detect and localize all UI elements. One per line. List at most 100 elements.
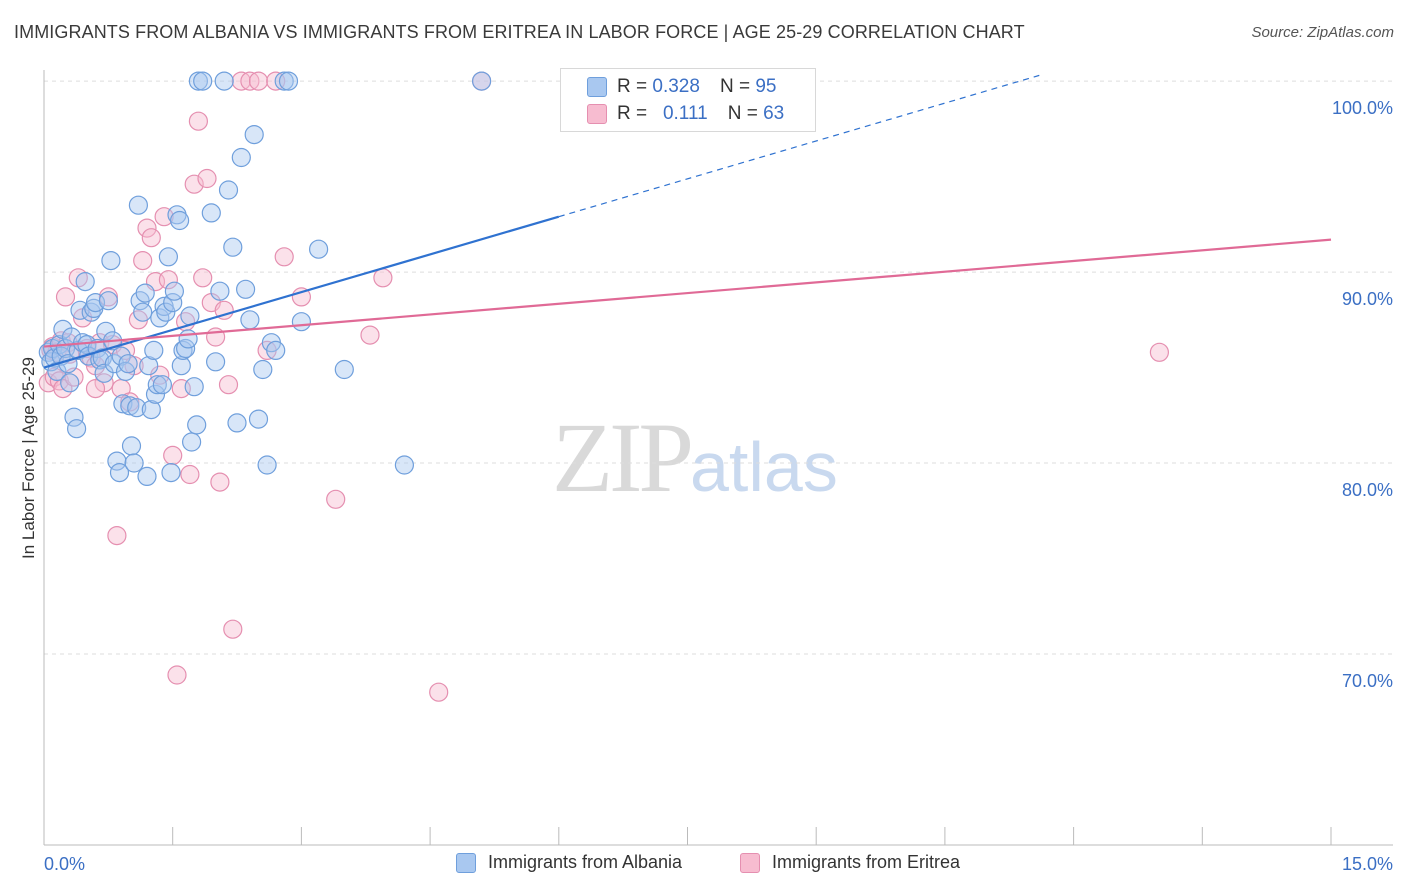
albania-point (47, 361, 67, 381)
y-tick-label: 100.0% (1332, 98, 1393, 118)
albania-point (152, 375, 172, 395)
albania-point (101, 251, 121, 271)
y-tick-label: 80.0% (1342, 480, 1393, 500)
albania-point (161, 463, 181, 483)
albania-point (75, 272, 95, 292)
watermark-zip: ZIP (552, 402, 694, 513)
legend-swatch-albania (587, 77, 607, 97)
albania-point (291, 312, 311, 332)
eritrea-point (137, 218, 157, 238)
series-legend: Immigrants from Albania Immigrants from … (0, 852, 1406, 878)
eritrea-point (188, 111, 208, 131)
albania-point (266, 340, 286, 360)
albania-point (60, 373, 80, 393)
y-axis-title: In Labor Force | Age 25-29 (19, 357, 38, 559)
legend-r-label: R = (617, 103, 648, 124)
albania-point (144, 340, 164, 360)
eritrea-point (163, 445, 183, 465)
albania-point (66, 419, 87, 439)
albania-point (334, 359, 354, 380)
legend-swatch-eritrea (587, 104, 607, 124)
eritrea-point (373, 268, 393, 288)
legend-item-albania[interactable]: Immigrants from Albania (456, 852, 682, 873)
watermark-atlas: atlas (690, 428, 838, 506)
albania-point (158, 247, 178, 267)
albania-point (115, 361, 136, 381)
albania-point (104, 354, 125, 374)
eritrea-point (210, 472, 230, 492)
albania-point (278, 71, 299, 91)
watermark: ZIPatlas (552, 400, 838, 515)
legend-n-label: N = (727, 103, 758, 124)
y-tick-label: 90.0% (1342, 289, 1393, 309)
eritrea-point (193, 268, 213, 288)
albania-point (156, 302, 176, 322)
albania-point (137, 466, 157, 486)
albania-point (128, 195, 148, 215)
eritrea-point (107, 525, 127, 546)
albania-point (121, 436, 142, 456)
albania-point (147, 375, 167, 395)
albania-point (187, 415, 207, 435)
albania-point (133, 302, 153, 322)
albania-point (214, 71, 234, 91)
albania-point (193, 71, 213, 91)
eritrea-point (167, 665, 187, 685)
albania-point (120, 396, 140, 416)
albania-point (201, 203, 221, 223)
albania-point (98, 291, 119, 311)
albania-point (164, 281, 184, 301)
albania-point (150, 308, 170, 328)
albania-point (248, 409, 269, 429)
legend-n-value: 95 (755, 76, 777, 97)
correlation-legend: R = 0.328 N = 95 R = 0.111 N = 63 (560, 68, 816, 132)
albania-point (141, 400, 161, 420)
eritrea-point (158, 270, 178, 290)
eritrea-point (1149, 342, 1170, 362)
trend-lines (43, 74, 1332, 369)
series-eritrea-points (38, 71, 1170, 702)
albania-point (309, 239, 329, 259)
albania-point (257, 455, 277, 475)
albania-point (94, 363, 114, 383)
albania-point (227, 413, 247, 433)
eritrea-point (133, 251, 153, 271)
eritrea-point (180, 464, 200, 485)
eritrea-point (274, 247, 294, 267)
albania-point (182, 432, 202, 452)
albania-point (170, 210, 190, 231)
eritrea-point (326, 489, 346, 509)
y-tick-label: 70.0% (1342, 671, 1393, 691)
albania-point (96, 321, 116, 341)
albania-point (210, 281, 230, 301)
legend-r-value: 0.328 (652, 76, 700, 97)
albania-point (145, 384, 166, 404)
albania-point (118, 354, 138, 374)
albania-point (472, 71, 492, 91)
albania-point (184, 377, 204, 397)
eritrea-point (223, 619, 243, 639)
albania-point (394, 455, 414, 475)
albania-point (274, 71, 294, 91)
legend-n-value: 63 (763, 103, 785, 124)
albania-point (107, 451, 127, 471)
eritrea-point (214, 300, 234, 320)
eritrea-trend-line (43, 238, 1332, 348)
eritrea-point (429, 682, 449, 702)
albania-point (218, 180, 239, 200)
eritrea-point (55, 287, 76, 307)
legend-label-eritrea: Immigrants from Eritrea (772, 852, 961, 872)
legend-row-albania: R = 0.328 N = 95 (587, 75, 776, 99)
legend-item-eritrea[interactable]: Immigrants from Eritrea (740, 852, 960, 873)
legend-swatch-albania (456, 852, 476, 873)
eritrea-point (360, 325, 380, 345)
eritrea-point (197, 168, 217, 189)
series-albania-points (38, 71, 492, 486)
albania-point (223, 237, 243, 257)
albania-point (92, 348, 112, 368)
albania-point (253, 359, 273, 380)
legend-n-label: N = (719, 76, 751, 97)
albania-point (124, 453, 144, 473)
albania-point (244, 125, 264, 145)
